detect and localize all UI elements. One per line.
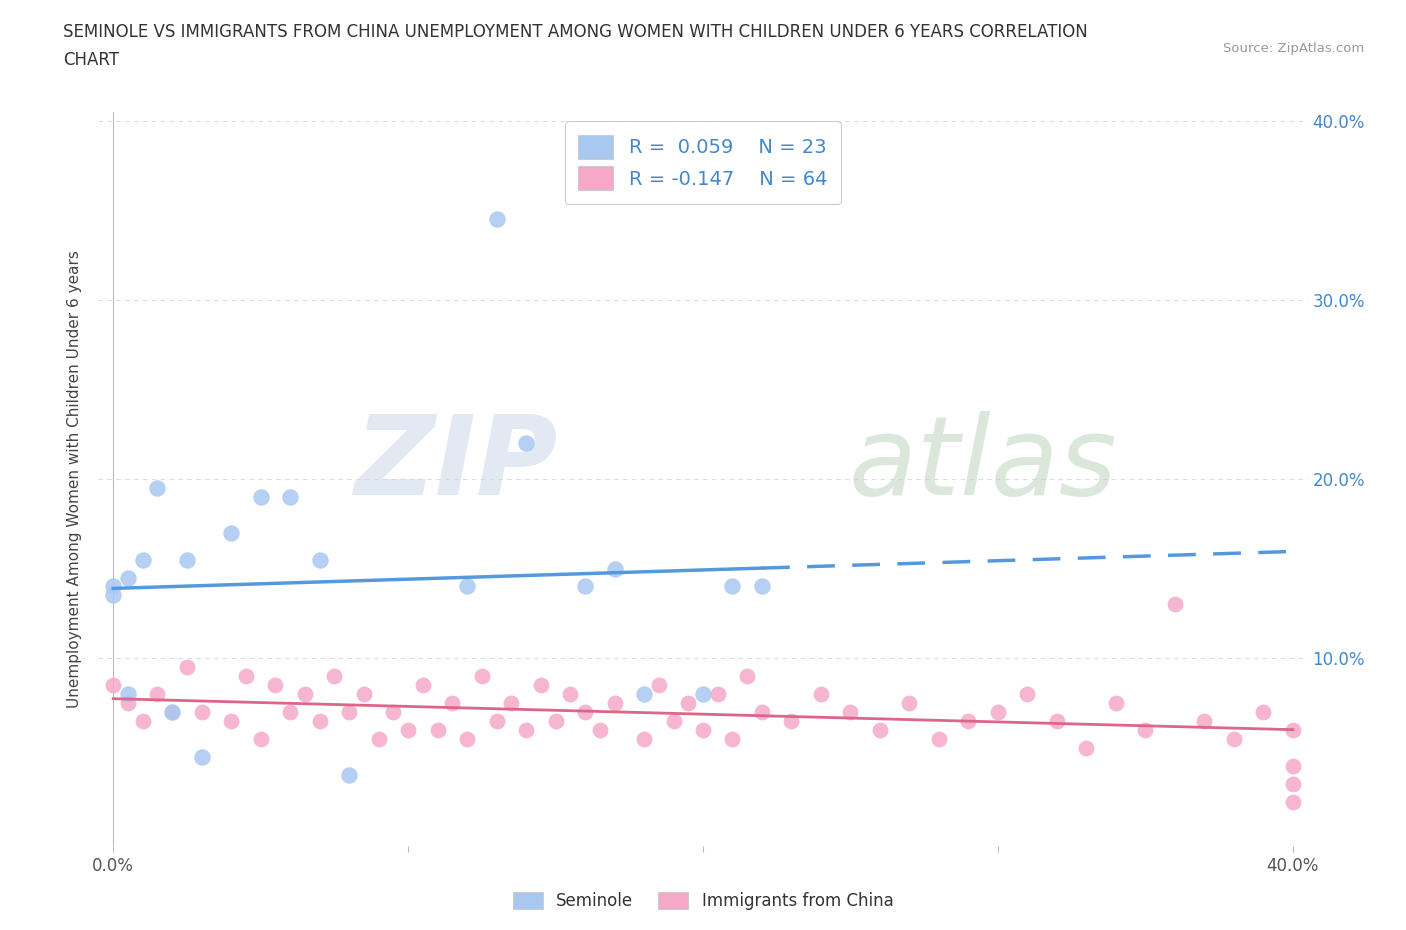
Point (1164, 597, 1187, 612)
Point (780, 713, 803, 728)
Point (1135, 723, 1157, 737)
Point (485, 212, 508, 227)
Text: ZIP: ZIP (354, 411, 558, 518)
Point (1282, 777, 1305, 791)
Point (367, 731, 389, 746)
Point (160, 704, 183, 719)
Point (751, 579, 773, 594)
Point (560, 686, 582, 701)
Point (692, 723, 714, 737)
Point (146, 481, 169, 496)
Point (323, 669, 346, 684)
Point (471, 669, 494, 684)
Text: CHART: CHART (63, 51, 120, 69)
Point (1253, 704, 1275, 719)
Point (1282, 794, 1305, 809)
Point (515, 723, 537, 737)
Y-axis label: Unemployment Among Women with Children Under 6 years: Unemployment Among Women with Children U… (67, 250, 83, 708)
Point (160, 704, 183, 719)
Point (412, 678, 434, 693)
Point (735, 669, 758, 684)
Point (574, 579, 596, 594)
Point (456, 731, 478, 746)
Point (441, 696, 464, 711)
Point (117, 696, 139, 711)
Point (869, 723, 891, 737)
Point (426, 723, 449, 737)
Point (190, 704, 212, 719)
Point (117, 570, 139, 585)
Point (810, 686, 832, 701)
Point (692, 686, 714, 701)
Point (633, 686, 655, 701)
Text: SEMINOLE VS IMMIGRANTS FROM CHINA UNEMPLOYMENT AMONG WOMEN WITH CHILDREN UNDER 6: SEMINOLE VS IMMIGRANTS FROM CHINA UNEMPL… (63, 23, 1088, 41)
Point (721, 579, 744, 594)
Point (382, 704, 405, 719)
Point (987, 704, 1010, 719)
Point (1046, 713, 1069, 728)
Point (678, 696, 700, 711)
Point (1194, 713, 1216, 728)
Text: atlas: atlas (848, 411, 1116, 518)
Point (308, 552, 330, 567)
Point (456, 579, 478, 594)
Point (249, 731, 271, 746)
Point (176, 659, 198, 674)
Point (249, 489, 271, 504)
Legend: R =  0.059    N = 23, R = -0.147    N = 64: R = 0.059 N = 23, R = -0.147 N = 64 (565, 121, 841, 204)
Point (530, 678, 553, 693)
Point (146, 686, 169, 701)
Point (1105, 696, 1128, 711)
Point (751, 704, 773, 719)
Point (603, 696, 626, 711)
Point (308, 713, 330, 728)
Point (294, 686, 316, 701)
Point (101, 678, 124, 693)
Point (574, 704, 596, 719)
Point (235, 669, 257, 684)
Point (219, 525, 242, 540)
Point (219, 713, 242, 728)
Point (176, 552, 198, 567)
Point (544, 713, 567, 728)
Legend: Seminole, Immigrants from China: Seminole, Immigrants from China (506, 885, 900, 917)
Point (706, 686, 728, 701)
Point (337, 767, 360, 782)
Point (957, 713, 980, 728)
Point (1282, 758, 1305, 773)
Point (396, 723, 419, 737)
Point (662, 713, 685, 728)
Point (1076, 740, 1098, 755)
Point (1282, 723, 1305, 737)
Point (1223, 731, 1246, 746)
Point (278, 704, 301, 719)
Point (721, 731, 744, 746)
Point (117, 686, 139, 701)
Text: Source: ZipAtlas.com: Source: ZipAtlas.com (1223, 42, 1364, 55)
Point (839, 704, 862, 719)
Point (633, 731, 655, 746)
Point (515, 435, 537, 450)
Point (501, 696, 523, 711)
Point (485, 713, 508, 728)
Point (101, 579, 124, 594)
Point (603, 561, 626, 576)
Point (353, 686, 375, 701)
Point (648, 678, 671, 693)
Point (131, 552, 153, 567)
Point (278, 489, 301, 504)
Point (190, 750, 212, 764)
Point (337, 704, 360, 719)
Point (101, 588, 124, 603)
Point (928, 731, 950, 746)
Point (131, 713, 153, 728)
Point (589, 723, 612, 737)
Point (898, 696, 921, 711)
Point (1017, 686, 1039, 701)
Point (264, 678, 287, 693)
